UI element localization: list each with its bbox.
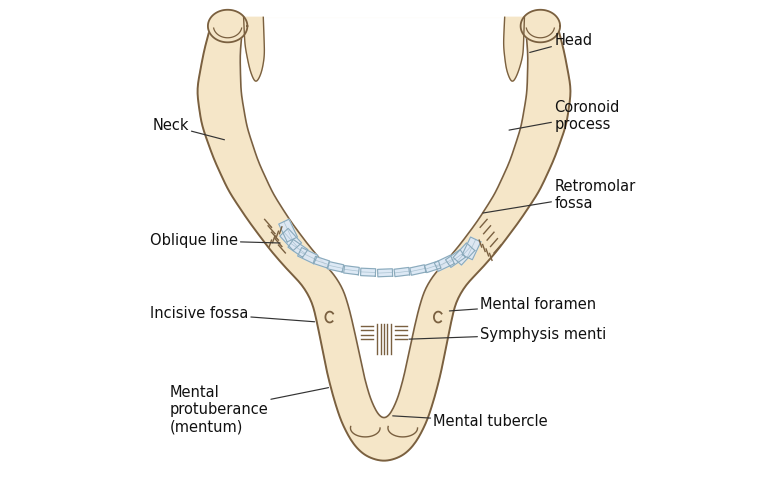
Polygon shape: [280, 228, 302, 250]
Polygon shape: [410, 265, 426, 275]
Text: Mental foramen: Mental foramen: [449, 297, 596, 312]
Text: Coronoid
process: Coronoid process: [509, 100, 620, 132]
Polygon shape: [288, 240, 308, 257]
Text: Mental tubercle: Mental tubercle: [392, 414, 548, 429]
Polygon shape: [343, 266, 359, 275]
Polygon shape: [504, 17, 525, 81]
Text: Oblique line: Oblique line: [150, 233, 280, 248]
Polygon shape: [197, 18, 571, 461]
Polygon shape: [360, 268, 376, 276]
Polygon shape: [394, 267, 409, 277]
Polygon shape: [313, 256, 329, 268]
Text: Neck: Neck: [152, 118, 224, 140]
Text: Head: Head: [530, 33, 592, 53]
Polygon shape: [521, 10, 560, 42]
Text: Retromolar
fossa: Retromolar fossa: [483, 179, 635, 213]
Polygon shape: [462, 237, 481, 260]
Polygon shape: [243, 17, 264, 81]
Polygon shape: [445, 249, 465, 267]
Polygon shape: [298, 248, 318, 264]
Text: Incisive fossa: Incisive fossa: [150, 306, 315, 322]
Polygon shape: [425, 261, 441, 273]
Polygon shape: [328, 262, 344, 272]
Text: Symphysis menti: Symphysis menti: [409, 327, 607, 342]
Polygon shape: [378, 269, 392, 277]
Text: Mental
protuberance
(mentum): Mental protuberance (mentum): [170, 385, 329, 434]
Polygon shape: [279, 219, 297, 242]
Polygon shape: [434, 255, 455, 271]
Polygon shape: [240, 18, 528, 418]
Polygon shape: [453, 243, 475, 265]
Polygon shape: [208, 10, 247, 42]
